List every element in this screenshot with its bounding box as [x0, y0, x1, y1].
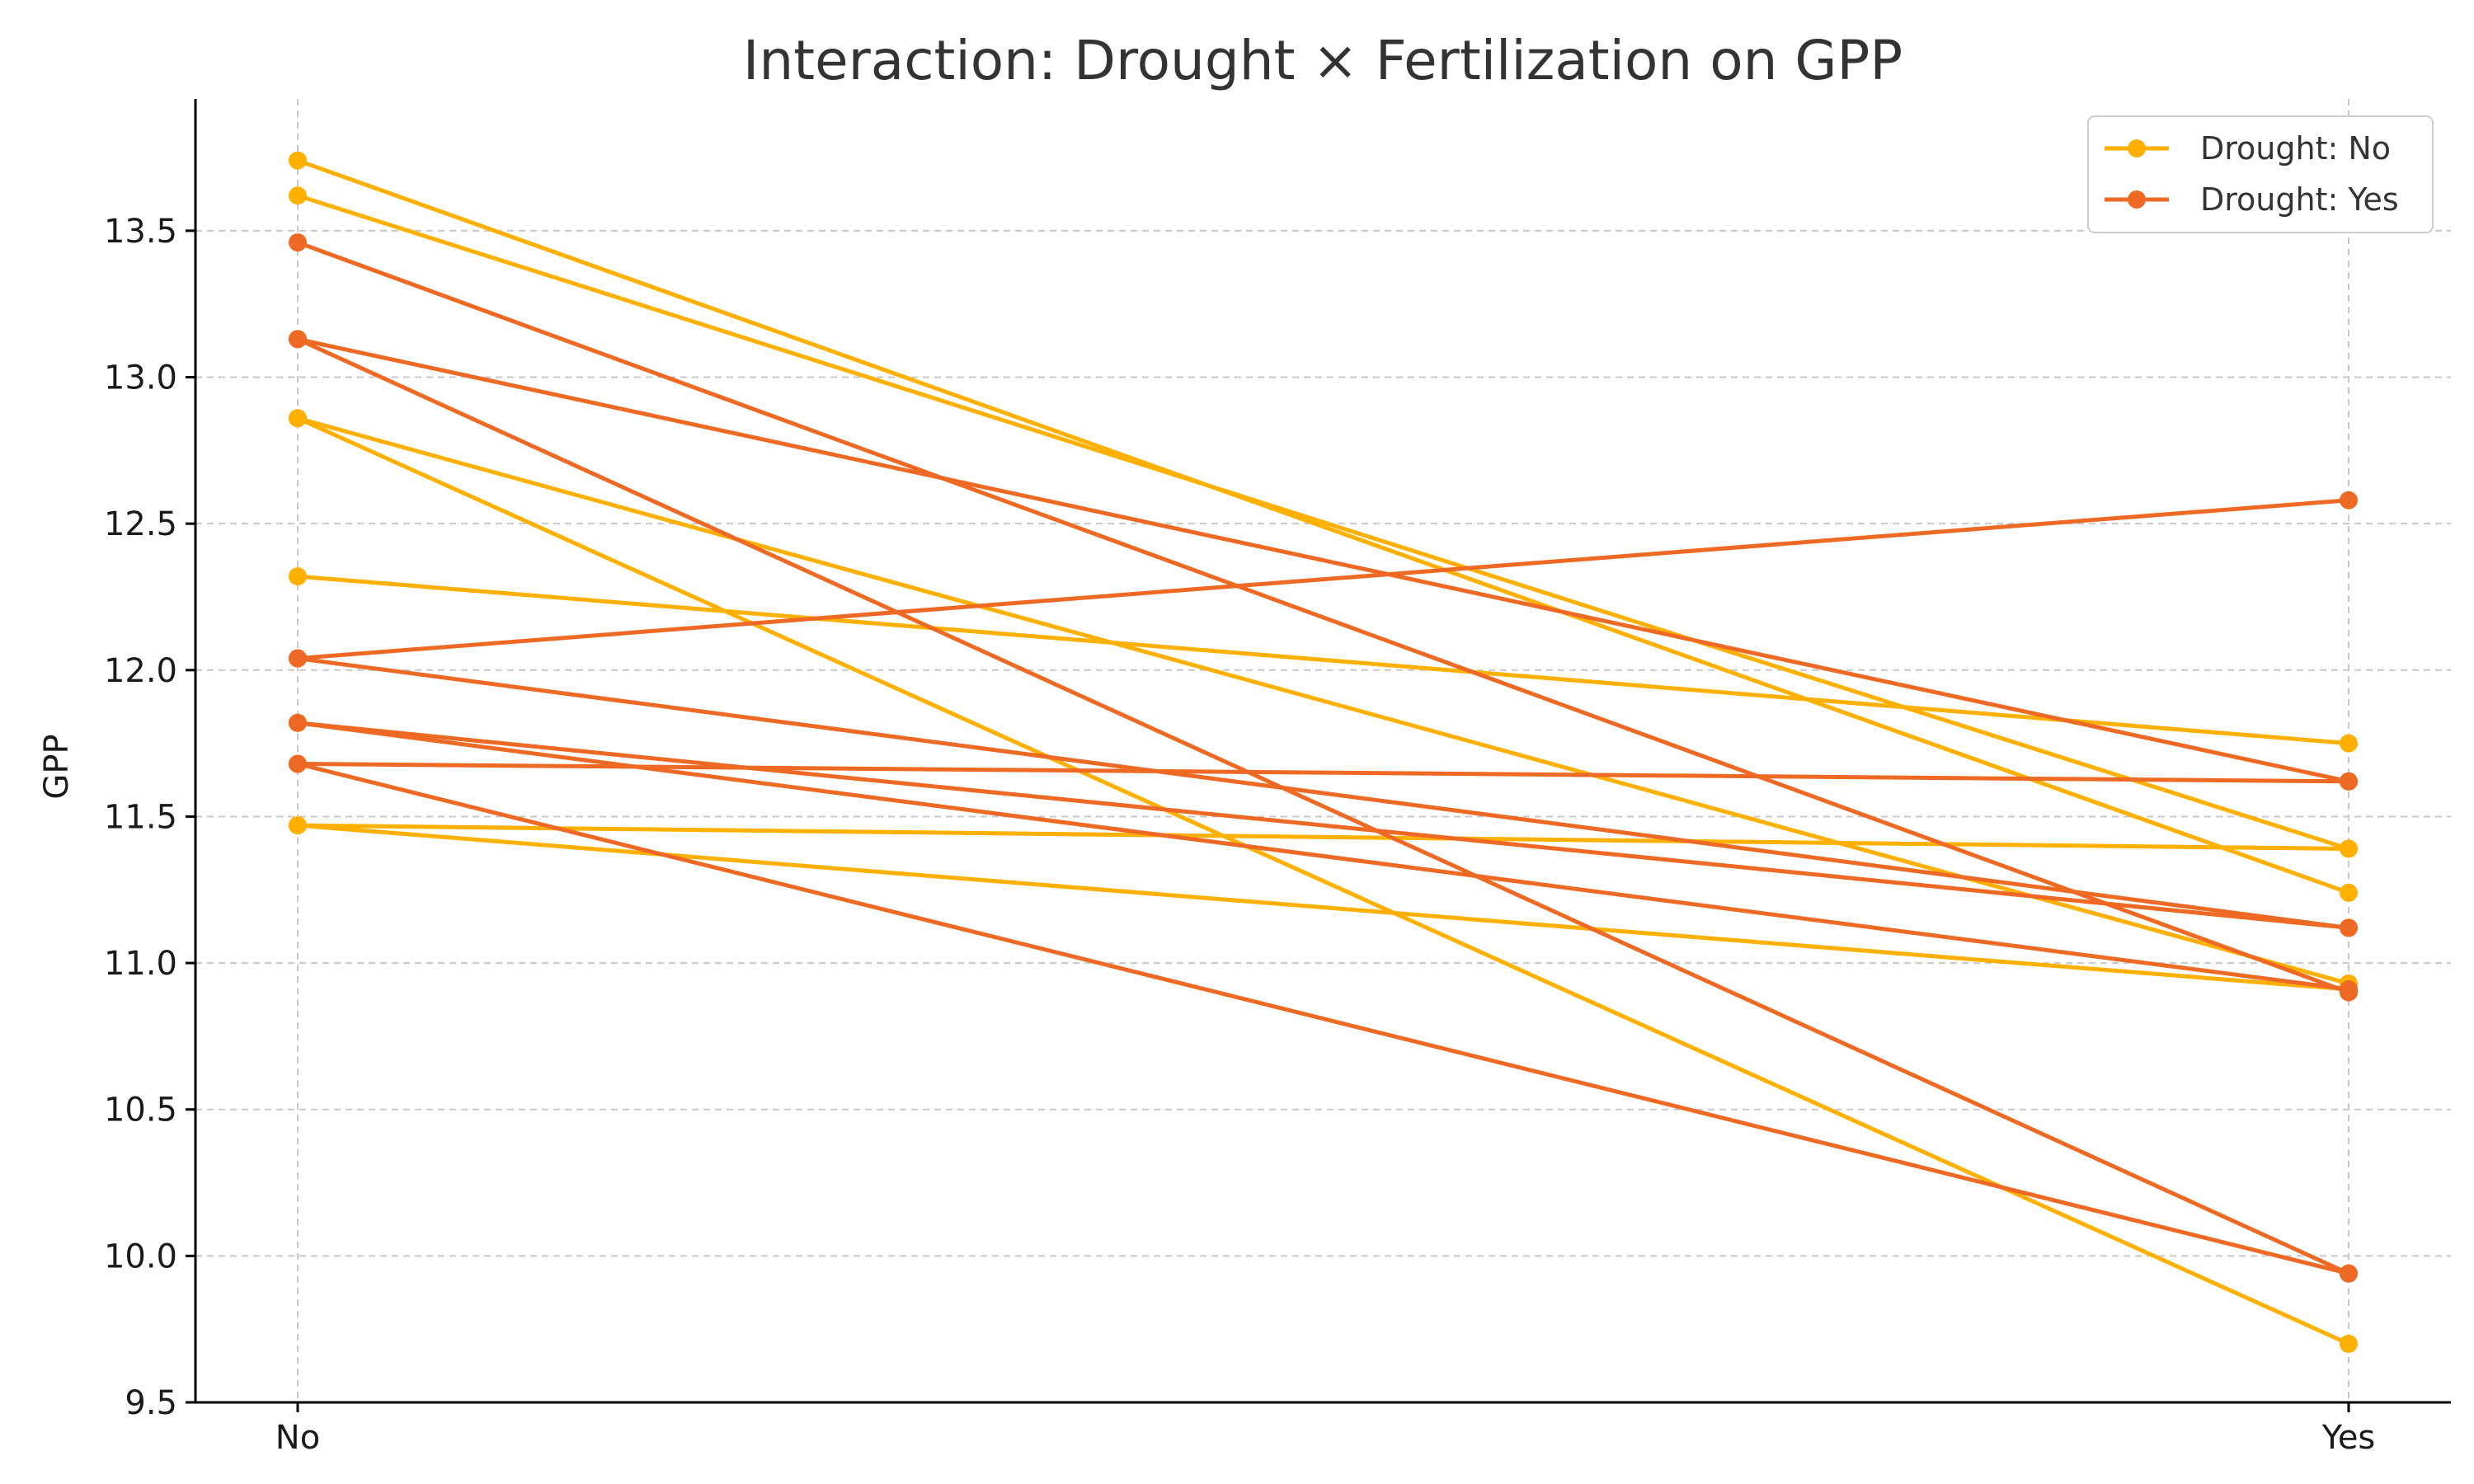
data-point — [289, 649, 307, 668]
ticks-layer: 9.5 10.0 10.5 11.0 11.5 12.0 12.5 13.0 13.5 No Yes — [104, 213, 2375, 1457]
data-point — [2340, 1334, 2358, 1353]
series-line — [295, 240, 2351, 995]
series-line-group — [289, 649, 2358, 937]
data-point — [289, 713, 307, 732]
y-tick-label: 11.0 — [104, 945, 177, 983]
series-line — [295, 416, 2351, 986]
series-line — [295, 336, 2351, 784]
series-line — [295, 498, 2351, 661]
legend-swatch-marker — [2128, 139, 2146, 157]
y-tick-label: 13.5 — [104, 213, 177, 251]
series-layer — [289, 151, 2358, 1353]
series-line — [295, 193, 2351, 852]
legend-entry-drought-no: Drought: No — [2105, 130, 2391, 167]
series-line — [295, 336, 2351, 1276]
series-line-group — [289, 491, 2358, 668]
series-line — [295, 721, 2351, 992]
legend: Drought: No Drought: Yes — [2087, 115, 2434, 233]
series-line-group — [289, 567, 2358, 753]
series-line-group — [289, 330, 2358, 1283]
legend-label-drought-yes: Drought: Yes — [2200, 181, 2399, 218]
data-point — [289, 151, 307, 170]
data-point — [289, 754, 307, 773]
series-line-group — [289, 330, 2358, 791]
data-point — [289, 816, 307, 835]
data-point — [2340, 772, 2358, 791]
y-tick-label: 10.5 — [104, 1092, 177, 1129]
data-point — [289, 233, 307, 252]
data-point — [2340, 491, 2358, 510]
y-axis-label: GPP — [38, 734, 76, 799]
legend-label-drought-no: Drought: No — [2200, 130, 2391, 167]
legend-entry-drought-yes: Drought: Yes — [2105, 181, 2399, 218]
data-point — [2340, 918, 2358, 937]
chart-title: Interaction: Drought × Fertilization on … — [743, 29, 1903, 92]
series-line — [295, 574, 2351, 746]
y-tick-label: 9.5 — [125, 1384, 177, 1422]
series-line-group — [289, 713, 2358, 999]
data-point — [2340, 734, 2358, 753]
legend-frame — [2087, 115, 2434, 233]
series-line-group — [289, 409, 2358, 993]
data-point — [2340, 883, 2358, 902]
data-point — [289, 330, 307, 349]
series-line — [295, 158, 2351, 895]
data-point — [2340, 1264, 2358, 1283]
series-line — [295, 761, 2351, 1276]
series-line-group — [289, 713, 2358, 937]
series-line — [295, 761, 2351, 784]
series-line — [295, 721, 2351, 930]
data-point — [2340, 839, 2358, 858]
axes-layer — [194, 99, 2451, 1404]
grid-layer — [195, 99, 2451, 1402]
data-point — [2340, 980, 2358, 999]
series-line-group — [289, 233, 2358, 1002]
series-line — [295, 823, 2351, 852]
x-tick-label: Yes — [2321, 1419, 2376, 1457]
data-point — [289, 186, 307, 205]
series-line — [295, 656, 2351, 930]
data-point — [289, 409, 307, 428]
y-tick-label: 12.0 — [104, 652, 177, 690]
series-line — [295, 823, 2351, 992]
y-tick-label: 13.0 — [104, 359, 177, 397]
series-line-group — [289, 151, 2358, 902]
y-tick-label: 12.5 — [104, 505, 177, 543]
legend-swatch-marker — [2128, 190, 2146, 209]
y-tick-label: 10.0 — [104, 1237, 177, 1275]
y-tick-label: 11.5 — [104, 798, 177, 836]
data-point — [289, 567, 307, 586]
x-tick-label: No — [275, 1419, 320, 1457]
series-line-group — [289, 754, 2358, 1283]
